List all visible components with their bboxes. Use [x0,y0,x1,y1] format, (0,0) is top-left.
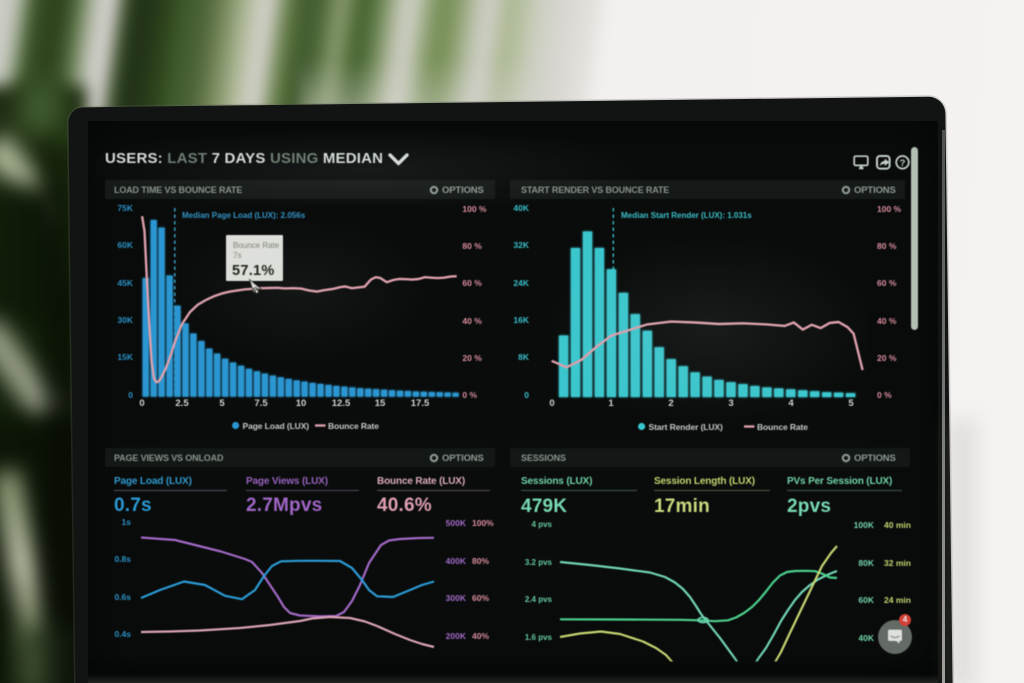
svg-text:15: 15 [375,398,386,409]
svg-text:0.6s: 0.6s [114,592,131,602]
svg-text:START RENDER VS BOUNCE RATE: START RENDER VS BOUNCE RATE [521,185,669,195]
svg-text:OPTIONS: OPTIONS [442,453,484,464]
svg-text:PAGE VIEWS VS ONLOAD: PAGE VIEWS VS ONLOAD [114,453,224,463]
svg-text:30K: 30K [117,315,133,325]
svg-text:2: 2 [668,398,673,409]
svg-text:2.7Mpvs: 2.7Mpvs [246,495,322,516]
svg-text:57.1%: 57.1% [232,263,275,279]
svg-text:12.5: 12.5 [332,398,351,409]
svg-text:32K: 32K [513,240,529,250]
svg-text:OPTIONS: OPTIONS [854,453,896,464]
svg-text:Page Views (LUX): Page Views (LUX) [246,476,328,487]
svg-text:0: 0 [139,398,144,409]
svg-text:8K: 8K [518,352,530,362]
svg-text:40.6%: 40.6% [377,495,432,516]
svg-text:400K: 400K [446,556,467,566]
svg-text:SESSIONS: SESSIONS [521,453,566,463]
svg-text:1: 1 [608,398,614,409]
svg-text:Bounce Rate: Bounce Rate [328,421,379,431]
svg-text:200K: 200K [446,631,467,641]
svg-text:5: 5 [219,398,225,409]
svg-text:OPTIONS: OPTIONS [442,185,484,196]
svg-text:Median Start Render (LUX): 1.0: Median Start Render (LUX): 1.031s [621,211,752,220]
svg-text:15K: 15K [117,352,133,362]
svg-text:45K: 45K [117,278,133,288]
svg-text:Bounce Rate: Bounce Rate [757,422,808,432]
svg-text:5: 5 [848,398,854,409]
svg-text:20 %: 20 % [462,353,482,363]
svg-text:24K: 24K [513,278,529,288]
svg-text:0.4s: 0.4s [114,629,131,639]
svg-text:17.5: 17.5 [411,398,430,409]
svg-text:479K: 479K [521,496,567,517]
svg-text:?: ? [900,158,906,169]
svg-text:0 %: 0 % [877,390,892,400]
svg-text:4: 4 [788,398,794,409]
svg-text:60%: 60% [472,593,489,603]
svg-text:100 %: 100 % [462,204,487,214]
svg-text:7s: 7s [233,251,241,260]
svg-text:Start Render (LUX): Start Render (LUX) [649,422,724,432]
svg-text:7.5: 7.5 [254,398,268,409]
svg-text:10: 10 [296,398,307,409]
svg-text:20 %: 20 % [877,353,897,363]
svg-text:40%: 40% [472,631,489,641]
svg-text:40K: 40K [858,633,874,643]
svg-text:0: 0 [524,390,529,400]
svg-text:3.2 pvs: 3.2 pvs [525,558,553,567]
svg-text:60K: 60K [858,595,874,605]
svg-text:40 %: 40 % [877,316,897,326]
svg-text:60 %: 60 % [462,278,482,288]
svg-text:Page Load (LUX): Page Load (LUX) [114,476,192,487]
svg-text:80 %: 80 % [462,241,482,251]
svg-text:100 %: 100 % [877,204,902,214]
svg-text:2.4 pvs: 2.4 pvs [525,595,553,604]
svg-text:16K: 16K [513,315,529,325]
svg-text:100K: 100K [854,520,875,530]
svg-text:3: 3 [728,398,733,409]
svg-text:300K: 300K [446,593,467,603]
svg-text:LOAD TIME VS BOUNCE RATE: LOAD TIME VS BOUNCE RATE [114,185,242,195]
svg-text:0: 0 [549,398,554,409]
svg-text:80K: 80K [858,558,874,568]
svg-text:100%: 100% [472,518,494,528]
svg-text:PVs Per Session (LUX): PVs Per Session (LUX) [787,476,892,487]
svg-text:40 %: 40 % [462,316,482,326]
svg-text:Session Length (LUX): Session Length (LUX) [654,476,755,487]
svg-text:4 pvs: 4 pvs [532,520,553,529]
svg-text:OPTIONS: OPTIONS [854,185,896,196]
svg-text:2pvs: 2pvs [787,496,831,517]
svg-text:60 %: 60 % [877,278,897,288]
svg-text:Median Page Load (LUX): 2.056s: Median Page Load (LUX): 2.056s [182,211,306,220]
svg-text:Bounce Rate (LUX): Bounce Rate (LUX) [377,476,465,487]
svg-text:1.6 pvs: 1.6 pvs [525,633,553,642]
svg-text:60K: 60K [117,240,133,250]
svg-text:0.8s: 0.8s [114,554,131,564]
svg-text:80%: 80% [472,556,489,566]
svg-text:75K: 75K [117,203,133,213]
svg-text:40K: 40K [513,203,529,213]
svg-text:0.7s: 0.7s [114,495,152,516]
svg-text:Page Load (LUX): Page Load (LUX) [243,421,310,431]
svg-text:1s: 1s [122,517,132,527]
svg-text:500K: 500K [446,518,467,528]
svg-text:40 min: 40 min [884,520,911,530]
svg-text:2.5: 2.5 [175,398,189,409]
svg-text:0 %: 0 % [462,390,477,400]
svg-text:24 min: 24 min [884,595,911,605]
svg-text:0: 0 [128,390,133,400]
svg-text:80 %: 80 % [877,241,897,251]
svg-text:32 min: 32 min [884,558,911,568]
svg-text:Bounce Rate: Bounce Rate [233,241,280,250]
svg-text:Sessions (LUX): Sessions (LUX) [521,476,592,487]
svg-text:17min: 17min [654,496,710,517]
